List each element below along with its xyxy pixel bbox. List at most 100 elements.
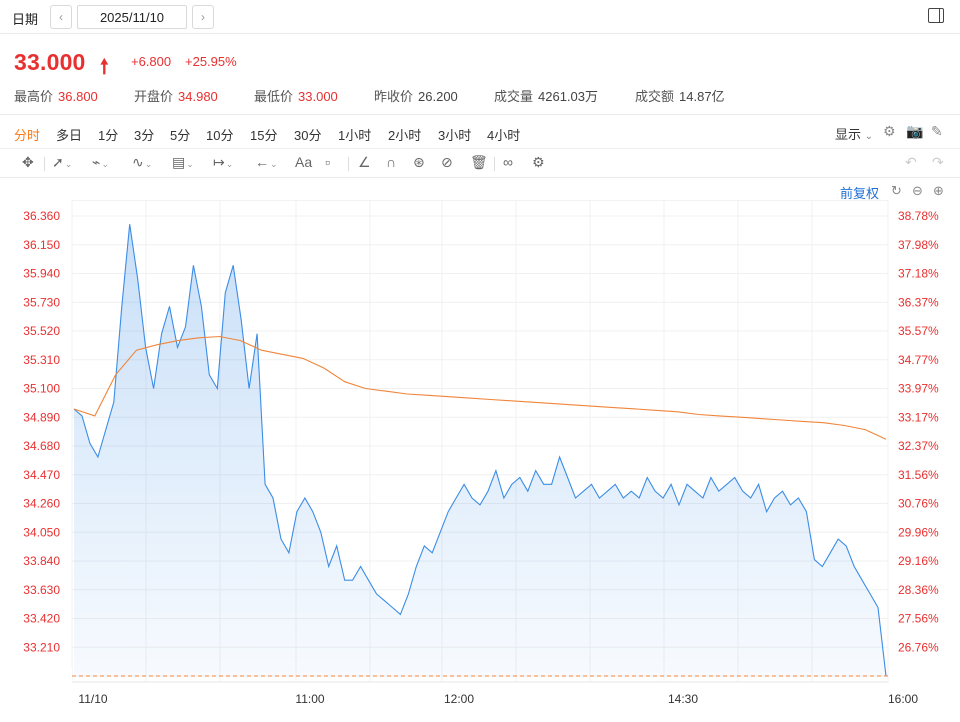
- side-panel-icon[interactable]: [928, 8, 944, 23]
- left-price-axis: 36.360 36.150 35.940 35.730 35.520 35.310 35.1…: [0, 209, 72, 685]
- tab-period-1h[interactable]: 1小时: [338, 128, 372, 143]
- drawing-toolbar: ✥ ➚⌄ ⌁⌄ ∿⌄ ▤⌄ ↦⌄ ←⌄ Aa ▫ ∠ ∩ ⊛ ⊘ 🗑 ∞ ⚙ ↶…: [0, 148, 960, 178]
- channel-icon[interactable]: ⌁⌄: [92, 154, 109, 170]
- time-tick-label: 11/10: [78, 692, 107, 706]
- arrow-left-icon[interactable]: ←⌄: [255, 154, 278, 170]
- right-tick-label: 29.96%: [898, 525, 939, 539]
- intraday-chart[interactable]: 36.360 36.150 35.940 35.730 35.520 35.310 35.1…: [0, 200, 960, 722]
- right-tick-label: 26.76%: [898, 640, 939, 654]
- stat-low: 最低价 33.000: [254, 89, 338, 104]
- right-tick-label: 31.56%: [898, 468, 939, 482]
- hide-icon[interactable]: ⊘: [441, 154, 453, 170]
- time-tick-label: 11:00: [295, 692, 324, 706]
- stat-open: 开盘价 34.980: [134, 89, 218, 104]
- zoom-in-icon[interactable]: ⊕: [933, 183, 944, 198]
- tab-period-multiday[interactable]: 多日: [56, 128, 83, 143]
- divider: [0, 114, 960, 115]
- last-price: 33.000: [14, 49, 86, 75]
- tab-period-4h[interactable]: 4小时: [487, 128, 521, 143]
- redo-icon[interactable]: ↷: [932, 154, 944, 170]
- time-tick-label: 16:00: [888, 692, 918, 706]
- stat-high: 最高价 36.800: [14, 89, 98, 104]
- gear-icon[interactable]: ⚙: [532, 154, 545, 170]
- tab-period-3m[interactable]: 3分: [134, 128, 155, 143]
- gear-icon[interactable]: ⚙: [883, 123, 896, 139]
- link-icon[interactable]: ∞: [503, 154, 513, 170]
- left-tick-label: 34.050: [23, 525, 60, 539]
- chevron-down-icon: ⌄: [864, 131, 874, 142]
- up-arrow-icon: 🠕: [100, 56, 109, 78]
- reset-icon[interactable]: ↻: [891, 183, 902, 198]
- display-dropdown[interactable]: 显示 ⌄: [835, 127, 874, 142]
- date-label: 日期: [12, 12, 39, 27]
- chart-plot: [72, 224, 888, 677]
- left-tick-label: 34.470: [23, 468, 60, 482]
- tab-period-1m[interactable]: 1分: [98, 128, 119, 143]
- right-tick-label: 33.17%: [898, 410, 939, 424]
- current-pct-label-bg: [889, 667, 960, 685]
- price-adjust-toggle[interactable]: 前复权: [840, 186, 880, 201]
- left-tick-label: 34.680: [23, 439, 60, 453]
- ruler-icon[interactable]: ∠: [358, 154, 371, 170]
- tab-period-3h[interactable]: 3小时: [438, 128, 472, 143]
- zoom-out-icon[interactable]: ⊖: [912, 183, 923, 198]
- right-tick-label: 27.56%: [898, 612, 939, 626]
- right-tick-label: 28.36%: [898, 583, 939, 597]
- left-tick-label: 34.260: [23, 497, 60, 511]
- next-date-button[interactable]: ›: [192, 5, 214, 29]
- average-price-line: [73, 335, 887, 440]
- stat-volume: 成交量 4261.03万: [494, 89, 599, 104]
- period-tabs: 分时 多日 1分 3分 5分 10分 15分 30分 1小时 2小时 3小时 4…: [0, 118, 960, 146]
- left-tick-label: 36.360: [23, 209, 60, 223]
- fibonacci-icon[interactable]: ▤⌄: [172, 154, 194, 170]
- trend-line-icon[interactable]: ➚⌄: [52, 154, 73, 170]
- move-icon[interactable]: ✥: [22, 154, 34, 170]
- left-tick-label: 34.890: [23, 410, 60, 424]
- tab-period-15m[interactable]: 15分: [250, 128, 278, 143]
- wave-icon[interactable]: ∿⌄: [132, 154, 153, 170]
- trash-icon[interactable]: 🗑: [470, 154, 488, 170]
- price-change-percent: +25.95%: [185, 54, 237, 69]
- price-area: [74, 224, 886, 676]
- right-tick-label: 29.16%: [898, 554, 939, 568]
- left-tick-label: 35.100: [23, 382, 60, 396]
- measure-icon[interactable]: ↦⌄: [213, 154, 234, 170]
- tab-period-30m[interactable]: 30分: [294, 128, 322, 143]
- chevron-left-icon: ‹: [59, 10, 63, 24]
- left-tick-label: 33.840: [23, 554, 60, 568]
- left-tick-label: 35.940: [23, 267, 60, 281]
- stat-prev-close: 昨收价 26.200: [374, 89, 458, 104]
- text-tool[interactable]: Aa: [295, 154, 313, 170]
- right-tick-label: 32.37%: [898, 439, 939, 453]
- right-percent-axis: 38.78% 37.98% 37.18% 36.37% 35.57% 34.77% 33.9…: [889, 209, 960, 685]
- pen-icon[interactable]: ✎: [931, 123, 943, 139]
- right-tick-label: 37.18%: [898, 267, 939, 281]
- camera-icon[interactable]: 📷: [906, 123, 924, 139]
- date-picker[interactable]: 2025/11/10: [77, 5, 187, 29]
- current-price-label-bg: [0, 667, 72, 685]
- right-tick-label: 37.98%: [898, 238, 939, 252]
- lock-icon[interactable]: ⊛: [413, 154, 425, 170]
- time-axis: 11/10 11:00 12:00 14:30 16:00: [78, 692, 918, 706]
- time-tick-label: 12:00: [444, 692, 474, 706]
- left-tick-label: 33.420: [23, 612, 60, 626]
- time-tick-label: 14:30: [668, 692, 698, 706]
- chevron-right-icon: ›: [201, 10, 205, 24]
- date-toolbar: 日期 ‹ 2025/11/10 ›: [0, 0, 960, 34]
- left-tick-label: 36.150: [23, 238, 60, 252]
- tab-period-intraday[interactable]: 分时: [14, 128, 41, 143]
- comment-icon[interactable]: ▫: [325, 154, 330, 170]
- stat-turnover: 成交额 14.87亿: [635, 89, 725, 104]
- left-tick-label: 35.520: [23, 324, 60, 338]
- magnet-icon[interactable]: ∩: [386, 154, 397, 170]
- tab-period-5m[interactable]: 5分: [170, 128, 191, 143]
- prev-date-button[interactable]: ‹: [50, 5, 72, 29]
- right-tick-label: 36.37%: [898, 295, 939, 309]
- tab-period-2h[interactable]: 2小时: [388, 128, 422, 143]
- left-tick-label: 33.210: [23, 640, 60, 654]
- right-tick-label: 34.77%: [898, 353, 939, 367]
- left-tick-label: 33.630: [23, 583, 60, 597]
- undo-icon[interactable]: ↶: [905, 154, 917, 170]
- tab-period-10m[interactable]: 10分: [206, 128, 234, 143]
- left-tick-label: 35.730: [23, 295, 60, 309]
